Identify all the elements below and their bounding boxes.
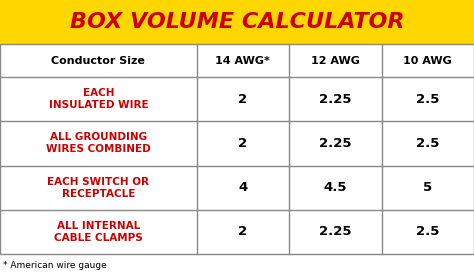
Text: 2: 2: [238, 137, 247, 150]
Text: 10 AWG: 10 AWG: [403, 55, 452, 65]
Text: 4: 4: [238, 181, 247, 194]
Text: BOX VOLUME CALCULATOR: BOX VOLUME CALCULATOR: [70, 12, 404, 32]
Text: 2.5: 2.5: [416, 93, 439, 106]
Text: ALL INTERNAL
CABLE CLAMPS: ALL INTERNAL CABLE CLAMPS: [54, 221, 143, 243]
Text: 2.5: 2.5: [416, 137, 439, 150]
Text: 2: 2: [238, 93, 247, 106]
Text: 14 AWG*: 14 AWG*: [216, 55, 270, 65]
Text: 2.25: 2.25: [319, 225, 352, 238]
Text: 5: 5: [423, 181, 432, 194]
Text: EACH
INSULATED WIRE: EACH INSULATED WIRE: [48, 88, 148, 110]
Text: 2.25: 2.25: [319, 137, 352, 150]
Text: ALL GROUNDING
WIRES COMBINED: ALL GROUNDING WIRES COMBINED: [46, 132, 151, 154]
Text: 2.5: 2.5: [416, 225, 439, 238]
Text: EACH SWITCH OR
RECEPTACLE: EACH SWITCH OR RECEPTACLE: [47, 177, 149, 199]
Text: 2.25: 2.25: [319, 93, 352, 106]
Bar: [0, 0, 474, 44]
Text: Conductor Size: Conductor Size: [51, 55, 146, 65]
Text: 12 AWG: 12 AWG: [311, 55, 360, 65]
Text: * American wire gauge: * American wire gauge: [3, 261, 107, 269]
Text: 4.5: 4.5: [324, 181, 347, 194]
Bar: [0, 44, 474, 254]
Text: 2: 2: [238, 225, 247, 238]
